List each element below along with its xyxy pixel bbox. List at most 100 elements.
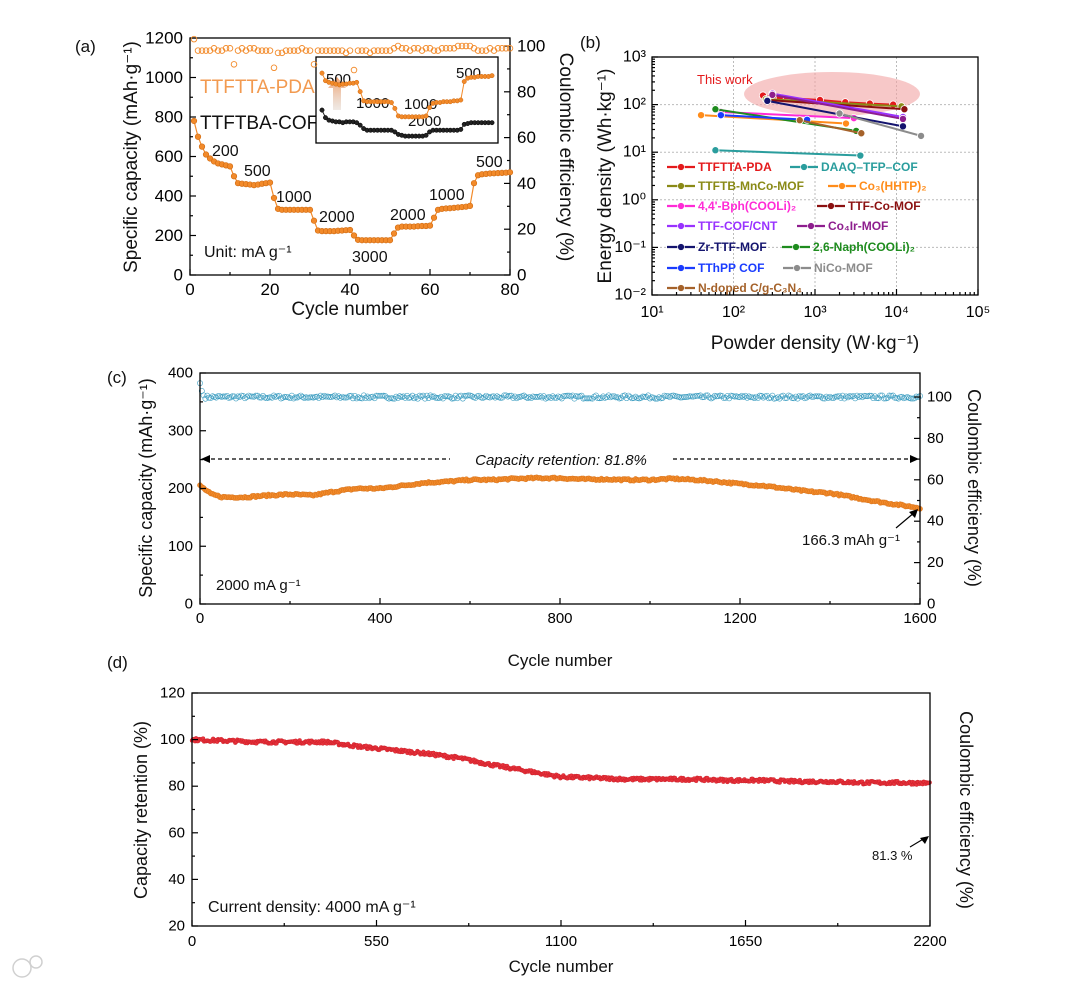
a-coulombic-efficiency-point xyxy=(398,45,406,52)
d-y-axis-label: Capacity retention (%) xyxy=(131,721,151,899)
a-coulombic-efficiency-point xyxy=(314,47,322,54)
a-coulombic-efficiency-point xyxy=(378,47,386,54)
a-coulombic-efficiency-point xyxy=(258,47,266,54)
c-coulombic-efficiency-point xyxy=(531,394,538,400)
b-series-line xyxy=(767,99,904,128)
b-series-line xyxy=(839,112,922,137)
b-series-line xyxy=(772,92,904,118)
c-coulombic-efficiency-point xyxy=(674,393,680,400)
c-coulombic-efficiency-point xyxy=(326,394,333,400)
a-coulombic-efficiency-point xyxy=(370,47,378,54)
c-coulombic-efficiency-point xyxy=(704,392,711,399)
a-inset-point xyxy=(319,107,325,113)
b-legend-marker xyxy=(807,222,815,230)
b-series-point xyxy=(917,131,926,140)
c-coulombic-efficiency-point xyxy=(476,392,482,399)
b-this-work-label: This work xyxy=(697,72,753,87)
a-label-ttftba-cof: TTFTBA-COF xyxy=(200,113,318,134)
b-legend-label: TThPP COF xyxy=(698,261,764,275)
a-coulombic-efficiency-point xyxy=(326,47,334,54)
a-inset-point xyxy=(427,105,433,111)
a-inset-point xyxy=(388,100,394,105)
d-data xyxy=(189,736,932,787)
a-inset-point xyxy=(461,79,467,84)
c-coulombic-efficiency-point xyxy=(557,394,563,401)
a-x-tick-label: 80 xyxy=(501,280,520,299)
c-coulombic-efficiency-point xyxy=(369,393,376,400)
c-y-tick-label: 0 xyxy=(185,596,193,613)
c-y2-tick-label: 0 xyxy=(927,596,935,613)
d-y-tick-label: 120 xyxy=(160,685,185,702)
a-capacity-point xyxy=(194,133,202,140)
b-legend-item: DAAQ–TFP–COF xyxy=(790,160,918,174)
c-coulombic-efficiency-point xyxy=(400,393,407,400)
a-coulombic-efficiency-point xyxy=(446,45,454,52)
c-coulombic-efficiency-point xyxy=(431,393,437,400)
c-coulombic-efficiency-point xyxy=(522,394,529,400)
b-y-tick-label: 10⁻¹ xyxy=(614,239,646,256)
c-coulombic-efficiency-point xyxy=(594,395,601,401)
a-inset-point xyxy=(319,70,325,76)
a-capacity-point xyxy=(390,230,398,237)
b-series-line xyxy=(715,149,861,157)
c-coulombic-efficiency-point xyxy=(827,393,833,400)
watermark-logo-icon xyxy=(29,955,43,969)
c-x-tick-label: 400 xyxy=(367,610,392,627)
a-inset-point xyxy=(354,79,360,85)
c-x-tick-label: 1600 xyxy=(903,610,936,627)
c-coulombic-efficiency-point xyxy=(751,395,758,401)
c-retention-label: Capacity retention: 81.8% xyxy=(475,452,647,469)
c-coulombic-efficiency-point xyxy=(420,392,427,399)
c-coulombic-efficiency-point xyxy=(830,395,837,401)
c-y2-tick-label: 60 xyxy=(927,471,944,488)
a-x-tick-label: 60 xyxy=(421,280,440,299)
watermark-logo xyxy=(12,955,43,978)
b-legend-marker xyxy=(792,243,800,251)
a-capacity-point xyxy=(386,237,394,244)
a-coulombic-efficiency-point xyxy=(202,47,210,54)
c-coulombic-efficiency-point xyxy=(220,393,227,400)
a-inset-point xyxy=(489,73,495,79)
b-legend-marker xyxy=(677,202,685,210)
watermark-logo-icon xyxy=(12,958,32,978)
a-rate-label: 200 xyxy=(212,143,239,160)
c-coulombic-efficiency-point xyxy=(888,392,895,399)
a-inset-point xyxy=(323,115,328,121)
d-plot-frame xyxy=(191,692,931,927)
a-coulombic-efficiency-point xyxy=(290,47,298,54)
a-coulombic-efficiency-point xyxy=(494,45,502,52)
c-coulombic-efficiency-point xyxy=(483,392,490,399)
b-legend-item: Co₄Ir-MOF xyxy=(797,219,888,233)
panel-label-b: (b) xyxy=(580,33,601,52)
b-legend-marker xyxy=(827,202,835,210)
b-legend-item: NiCo-MOF xyxy=(783,261,873,275)
a-coulombic-efficiency-point xyxy=(246,45,254,52)
d-y-tick-label: 20 xyxy=(168,918,185,935)
d-x-tick-label: 0 xyxy=(188,933,196,950)
a-inset-point xyxy=(458,126,464,132)
c-coulombic-efficiency-point xyxy=(236,394,243,401)
a-coulombic-efficiency-point xyxy=(310,61,318,68)
b-legend-label: 4,4'-Bph(COOLi)₂ xyxy=(698,199,796,213)
a-coulombic-efficiency-point xyxy=(358,47,366,54)
c-coulombic-efficiency-point xyxy=(737,394,743,401)
a-inset-point xyxy=(392,105,398,111)
a-capacity-point xyxy=(198,143,206,150)
b-legend-item: Zr-TTF-MOF xyxy=(667,240,767,254)
b-series-point xyxy=(856,151,865,160)
c-coulombic-efficiency-point xyxy=(641,393,648,400)
d-x-tick-label: 1100 xyxy=(545,933,577,950)
c-coulombic-efficiency-point xyxy=(233,395,239,402)
a-capacity-point xyxy=(310,217,318,224)
c-coulombic-efficiency-point xyxy=(908,395,914,402)
a-coulombic-efficiency-point xyxy=(226,45,234,52)
b-x-tick-label: 10⁵ xyxy=(966,304,990,321)
b-series-point xyxy=(716,111,725,120)
c-coulombic-efficiency-point xyxy=(414,395,421,402)
b-legend-item: TTF-Co-MOF xyxy=(817,199,921,213)
a-y-tick-label: 200 xyxy=(155,226,183,245)
a-coulombic-efficiency-point xyxy=(262,47,270,54)
c-coulombic-efficiency-point xyxy=(465,392,472,399)
d-x-tick-label: 550 xyxy=(364,933,389,950)
a-coulombic-efficiency-point xyxy=(506,45,514,52)
